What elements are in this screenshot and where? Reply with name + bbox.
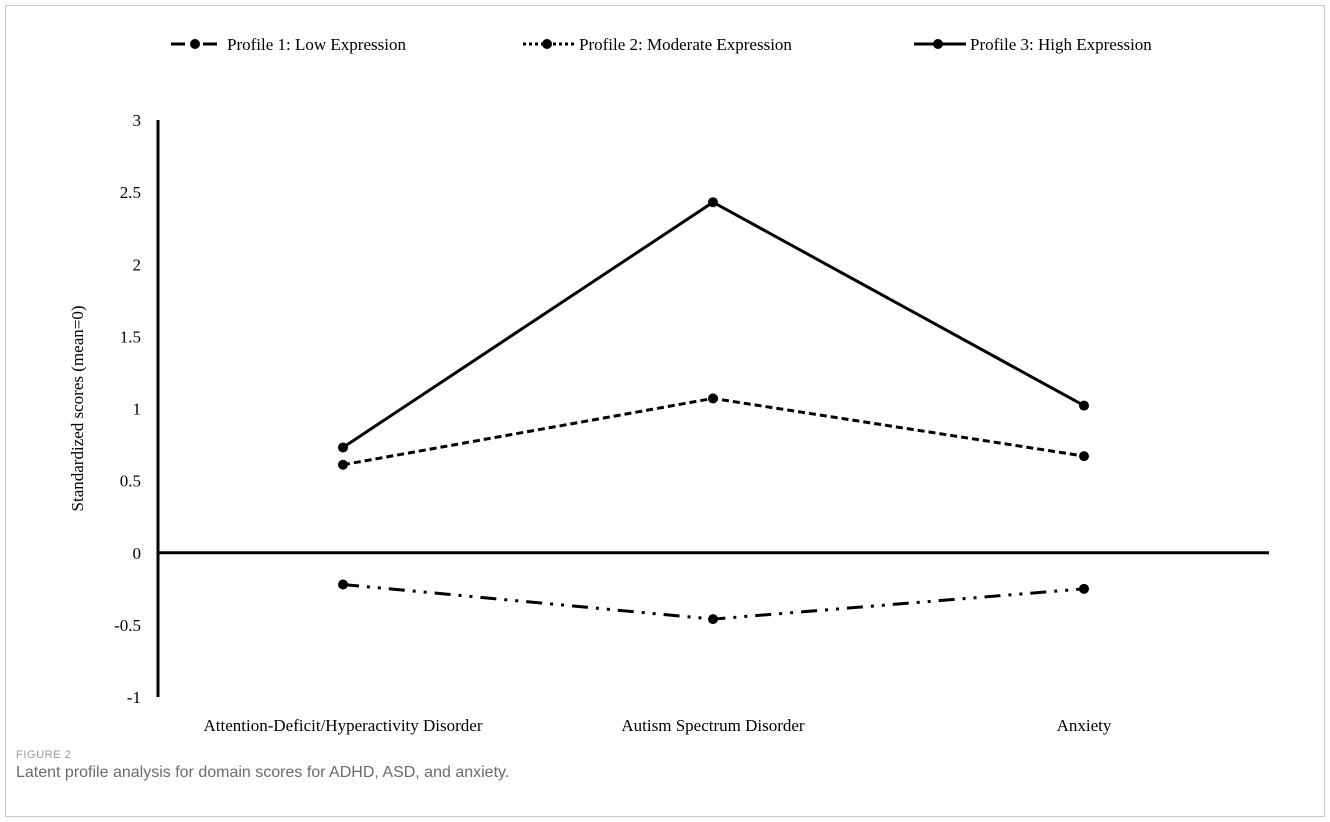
data-point (1079, 400, 1089, 411)
x-tick-label: Attention-Deficit/Hyperactivity Disorder (204, 716, 483, 735)
y-tick-label: -1 (127, 688, 141, 707)
data-point (708, 393, 718, 404)
figure-frame: Profile 1: Low Expression Profile 2: Mode… (5, 5, 1325, 817)
data-point (338, 459, 348, 470)
series-group (338, 197, 1089, 625)
series-line-1 (342, 582, 1085, 621)
legend: Profile 1: Low Expression Profile 2: Mode… (171, 35, 1152, 54)
series-line-3 (342, 200, 1085, 449)
x-axis: Attention-Deficit/Hyperactivity Disorder… (158, 551, 1269, 735)
y-tick-label: 0 (133, 544, 142, 563)
y-tick-label: 2 (133, 255, 142, 274)
y-tick-label: -0.5 (114, 616, 141, 635)
data-point (1079, 451, 1089, 462)
data-point (338, 579, 348, 590)
data-point (708, 197, 718, 208)
legend-marker (190, 39, 200, 49)
data-point (708, 614, 718, 625)
legend-label: Profile 2: Moderate Expression (579, 35, 792, 54)
y-tick-label: 1 (133, 400, 142, 419)
data-point (1079, 583, 1089, 594)
y-tick-label: 1.5 (120, 327, 141, 346)
y-axis-label: Standardized scores (mean=0) (68, 306, 87, 512)
figure-label: FIGURE 2 (16, 749, 72, 761)
y-axis: -1 -0.5 0 0.5 1 1.5 2 2.5 3 Standardized scores (… (68, 111, 160, 707)
data-point (338, 442, 348, 453)
figure-caption: Latent profile analysis for domain score… (16, 764, 510, 781)
y-tick-label: 3 (133, 111, 142, 130)
legend-marker (542, 39, 552, 49)
legend-label: Profile 3: High Expression (970, 35, 1152, 54)
legend-label: Profile 1: Low Expression (227, 35, 406, 54)
line-chart: Profile 1: Low Expression Profile 2: Mode… (68, 35, 1269, 735)
x-tick-label: Autism Spectrum Disorder (621, 716, 805, 735)
y-tick-label: 0.5 (120, 472, 141, 491)
x-tick-label: Anxiety (1057, 716, 1112, 735)
legend-marker (933, 39, 943, 49)
y-tick-label: 2.5 (120, 183, 141, 202)
series-line-2 (342, 396, 1085, 467)
